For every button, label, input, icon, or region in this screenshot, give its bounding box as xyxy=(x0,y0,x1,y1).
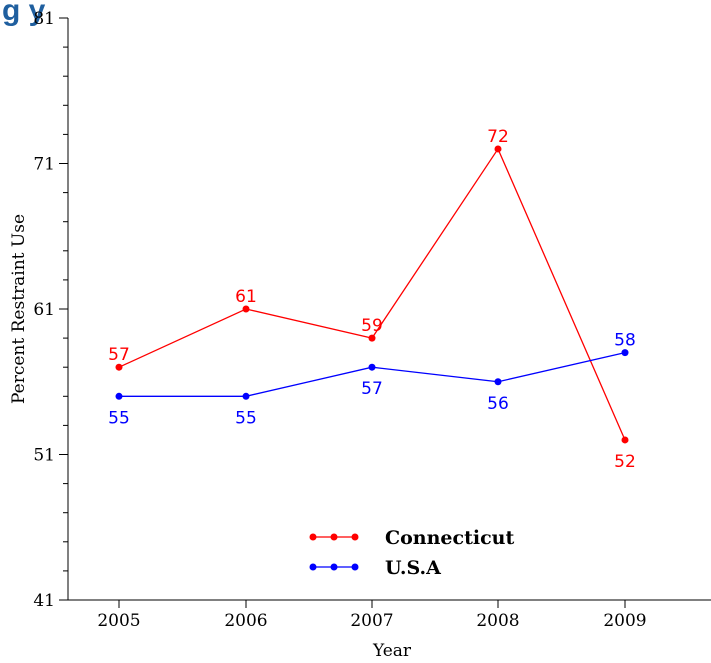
x-tick-label: 2008 xyxy=(476,611,519,631)
data-label: 61 xyxy=(235,287,257,307)
y-tick-label: 41 xyxy=(33,591,55,611)
legend: Connecticut U.S.A xyxy=(309,527,514,579)
legend-marker xyxy=(309,563,317,571)
data-point xyxy=(242,392,250,400)
axes: 41 51 61 71 81 2005 2006 2007 2008 2009 xyxy=(33,9,711,631)
legend-marker xyxy=(351,533,359,541)
data-point xyxy=(368,363,376,371)
data-label: 55 xyxy=(108,408,130,428)
data-label: 72 xyxy=(487,127,509,147)
data-point xyxy=(621,436,629,444)
data-point xyxy=(494,378,502,386)
y-tick-label: 61 xyxy=(33,300,55,320)
data-label: 59 xyxy=(361,316,383,336)
legend-marker xyxy=(330,533,338,541)
legend-marker xyxy=(309,533,317,541)
data-point xyxy=(494,145,502,153)
data-point xyxy=(621,349,629,357)
y-tick-label: 71 xyxy=(33,155,55,175)
x-tick-label: 2005 xyxy=(97,611,140,631)
data-label: 55 xyxy=(235,408,257,428)
legend-marker xyxy=(351,563,359,571)
data-label: 57 xyxy=(108,345,130,365)
x-tick-label: 2006 xyxy=(224,611,267,631)
data-point xyxy=(115,363,123,371)
y-tick-label: 81 xyxy=(33,9,55,29)
y-axis-title: Percent Restraint Use xyxy=(9,214,29,404)
x-tick-label: 2009 xyxy=(603,611,646,631)
data-point xyxy=(368,334,376,342)
data-label: 57 xyxy=(361,379,383,399)
legend-entry-label: Connecticut xyxy=(385,527,514,549)
series-layer xyxy=(115,145,629,444)
chart-title-partial: g y xyxy=(2,0,46,27)
data-point xyxy=(242,305,250,313)
data-label: 52 xyxy=(614,452,636,472)
x-tick-label: 2007 xyxy=(350,611,393,631)
x-axis-title: Year xyxy=(372,641,412,661)
data-label: 58 xyxy=(614,331,636,351)
data-labels-layer: 57 61 59 72 52 55 55 57 56 58 xyxy=(108,127,636,472)
y-tick-label: 51 xyxy=(33,446,55,466)
legend-marker xyxy=(330,563,338,571)
data-point xyxy=(115,392,123,400)
data-label: 56 xyxy=(487,394,509,414)
legend-entry-label: U.S.A xyxy=(385,557,441,579)
